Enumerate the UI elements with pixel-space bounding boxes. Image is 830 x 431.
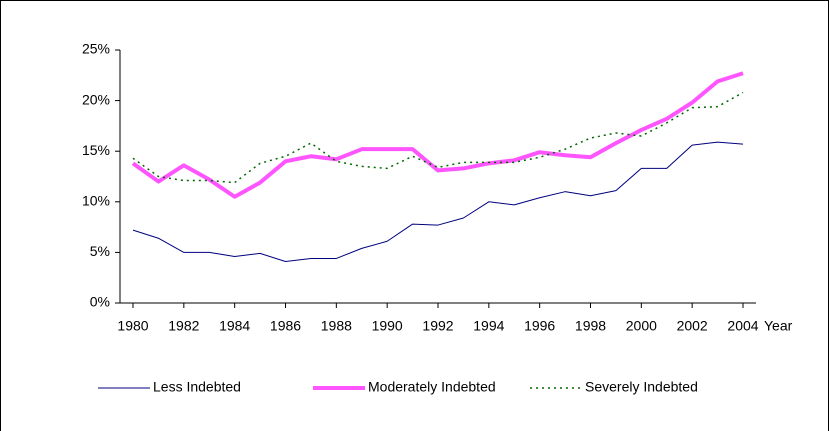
y-tick-label: 25%: [82, 41, 110, 57]
legend-label: Less Indebted: [153, 379, 241, 395]
x-tick-label: 1994: [473, 318, 504, 334]
legend-label: Moderately Indebted: [368, 379, 496, 395]
y-tick-label: 5%: [90, 243, 110, 259]
y-tick-label: 10%: [82, 193, 110, 209]
x-tick-label: 1980: [117, 318, 148, 334]
series-line: [132, 91, 744, 184]
x-tick-label: 1982: [168, 318, 199, 334]
series-line: [131, 71, 744, 199]
y-tick-label: 20%: [82, 91, 110, 107]
x-tick-label: 1984: [219, 318, 250, 334]
x-tick-label: 1986: [270, 318, 301, 334]
y-tick-label: 15%: [82, 142, 110, 158]
x-tick-label: 1990: [372, 318, 403, 334]
legend-label: Severely Indebted: [585, 379, 698, 395]
y-tick-label: 0%: [90, 294, 110, 310]
x-tick-label: 1988: [321, 318, 352, 334]
x-tick-label: 2004: [727, 318, 758, 334]
series-line: [132, 141, 744, 263]
x-tick-label: 1998: [575, 318, 606, 334]
x-tick-label: 1996: [524, 318, 555, 334]
x-tick-label: 2002: [677, 318, 708, 334]
x-tick-label: 1992: [422, 318, 453, 334]
x-tick-label: 2000: [626, 318, 657, 334]
x-axis-label: Year: [764, 318, 793, 334]
